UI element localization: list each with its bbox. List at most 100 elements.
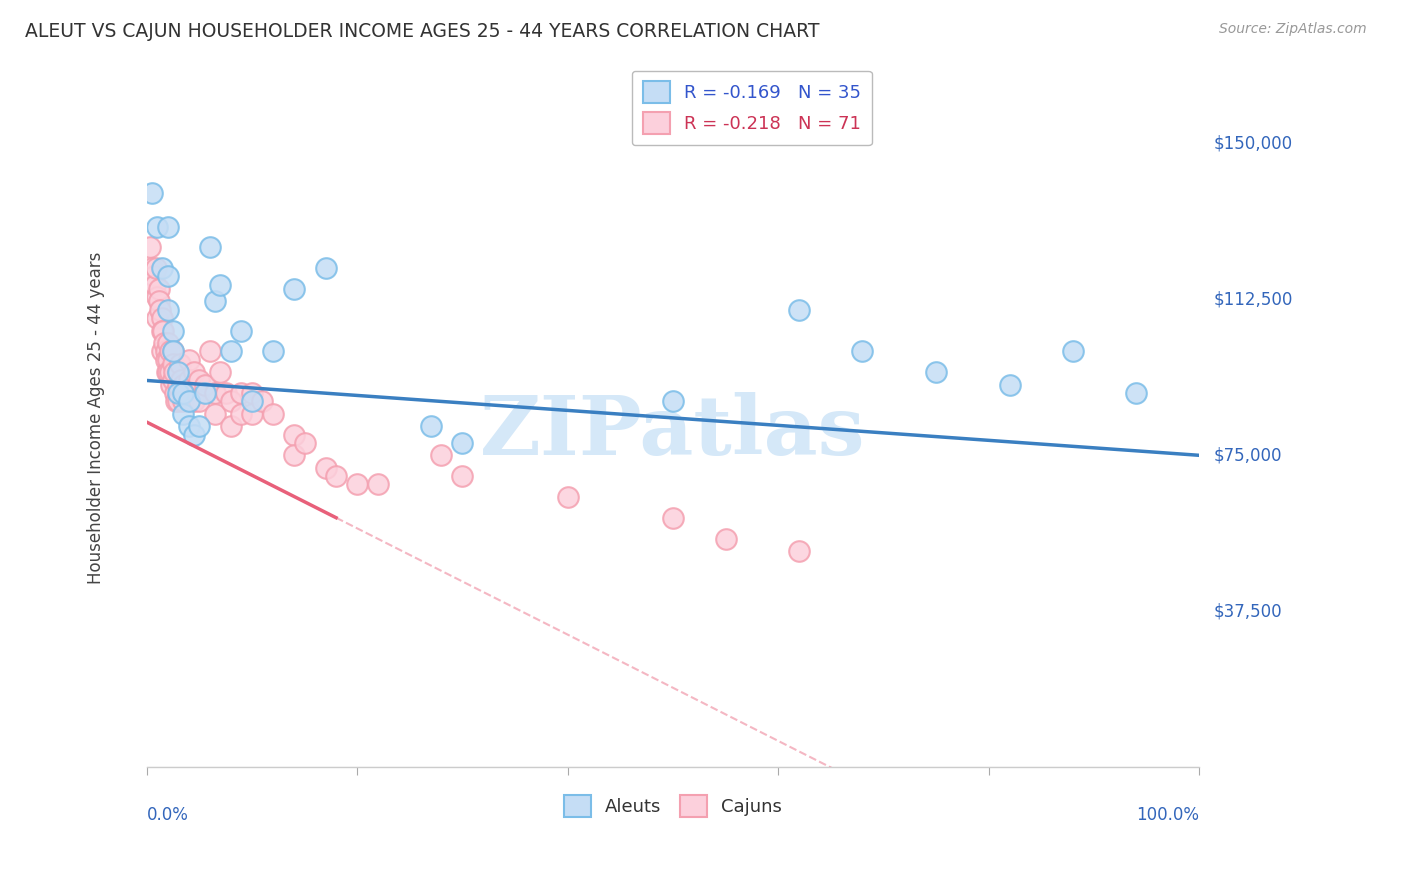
Text: Householder Income Ages 25 - 44 years: Householder Income Ages 25 - 44 years — [87, 252, 105, 584]
Point — [188, 419, 211, 434]
Point — [172, 386, 194, 401]
Text: $37,500: $37,500 — [1213, 602, 1282, 620]
Point — [188, 374, 211, 388]
Text: ZIPatlas: ZIPatlas — [481, 392, 866, 472]
Point — [204, 407, 226, 421]
Point — [146, 219, 169, 234]
Point — [153, 336, 176, 351]
Point — [148, 282, 170, 296]
Point — [262, 344, 284, 359]
Point — [219, 344, 242, 359]
Text: ALEUT VS CAJUN HOUSEHOLDER INCOME AGES 25 - 44 YEARS CORRELATION CHART: ALEUT VS CAJUN HOUSEHOLDER INCOME AGES 2… — [25, 22, 820, 41]
Point — [159, 365, 181, 379]
Point — [152, 324, 174, 338]
Point — [283, 448, 305, 462]
Point — [787, 544, 810, 558]
Point — [156, 365, 179, 379]
Point — [155, 344, 177, 359]
Legend: Aleuts, Cajuns: Aleuts, Cajuns — [557, 789, 789, 824]
Point — [662, 394, 685, 409]
Point — [188, 394, 211, 409]
Point — [146, 290, 169, 304]
Point — [152, 344, 174, 359]
Point — [231, 324, 253, 338]
Point — [169, 357, 191, 371]
Point — [177, 394, 200, 409]
Point — [325, 469, 347, 483]
Point — [662, 510, 685, 524]
Point — [294, 435, 316, 450]
Point — [240, 394, 263, 409]
Point — [240, 407, 263, 421]
Point — [152, 311, 174, 326]
Point — [167, 394, 190, 409]
Point — [315, 261, 337, 276]
Point — [180, 394, 202, 409]
Point — [451, 435, 474, 450]
Point — [172, 377, 194, 392]
Point — [162, 344, 184, 359]
Text: $150,000: $150,000 — [1213, 135, 1292, 153]
Point — [787, 302, 810, 317]
Point — [172, 407, 194, 421]
Point — [167, 377, 190, 392]
Point — [204, 386, 226, 401]
Point — [162, 357, 184, 371]
Point — [925, 365, 948, 379]
Text: 100.0%: 100.0% — [1136, 805, 1199, 823]
Point — [163, 386, 186, 401]
Point — [367, 477, 389, 491]
Text: 0.0%: 0.0% — [146, 805, 188, 823]
Point — [198, 344, 221, 359]
Point — [156, 336, 179, 351]
Point — [156, 352, 179, 367]
Point — [163, 365, 186, 379]
Point — [209, 277, 232, 292]
Point — [419, 419, 441, 434]
Point — [183, 365, 205, 379]
Point — [152, 261, 174, 276]
Text: $75,000: $75,000 — [1213, 446, 1282, 465]
Point — [177, 352, 200, 367]
Point — [177, 374, 200, 388]
Point — [240, 386, 263, 401]
Point — [141, 261, 163, 276]
Point — [451, 469, 474, 483]
Point — [1125, 386, 1147, 401]
Point — [141, 186, 163, 201]
Point — [148, 294, 170, 309]
Point — [156, 302, 179, 317]
Point — [283, 427, 305, 442]
Point — [315, 460, 337, 475]
Point — [198, 240, 221, 254]
Point — [231, 407, 253, 421]
Point — [262, 407, 284, 421]
Point — [193, 386, 215, 401]
Text: $112,500: $112,500 — [1213, 291, 1292, 309]
Point — [167, 365, 190, 379]
Point — [998, 377, 1021, 392]
Point — [346, 477, 368, 491]
Point — [152, 324, 174, 338]
Point — [162, 344, 184, 359]
Point — [219, 419, 242, 434]
Point — [172, 394, 194, 409]
Point — [143, 277, 166, 292]
Point — [209, 365, 232, 379]
Point — [156, 219, 179, 234]
Point — [165, 394, 187, 409]
Point — [170, 374, 193, 388]
Point — [430, 448, 453, 462]
Point — [252, 394, 274, 409]
Point — [149, 302, 172, 317]
Point — [851, 344, 873, 359]
Point — [183, 394, 205, 409]
Point — [143, 269, 166, 284]
Point — [557, 490, 579, 504]
Point — [159, 344, 181, 359]
Point — [156, 269, 179, 284]
Point — [231, 386, 253, 401]
Point — [1062, 344, 1084, 359]
Point — [162, 374, 184, 388]
Point — [146, 311, 169, 326]
